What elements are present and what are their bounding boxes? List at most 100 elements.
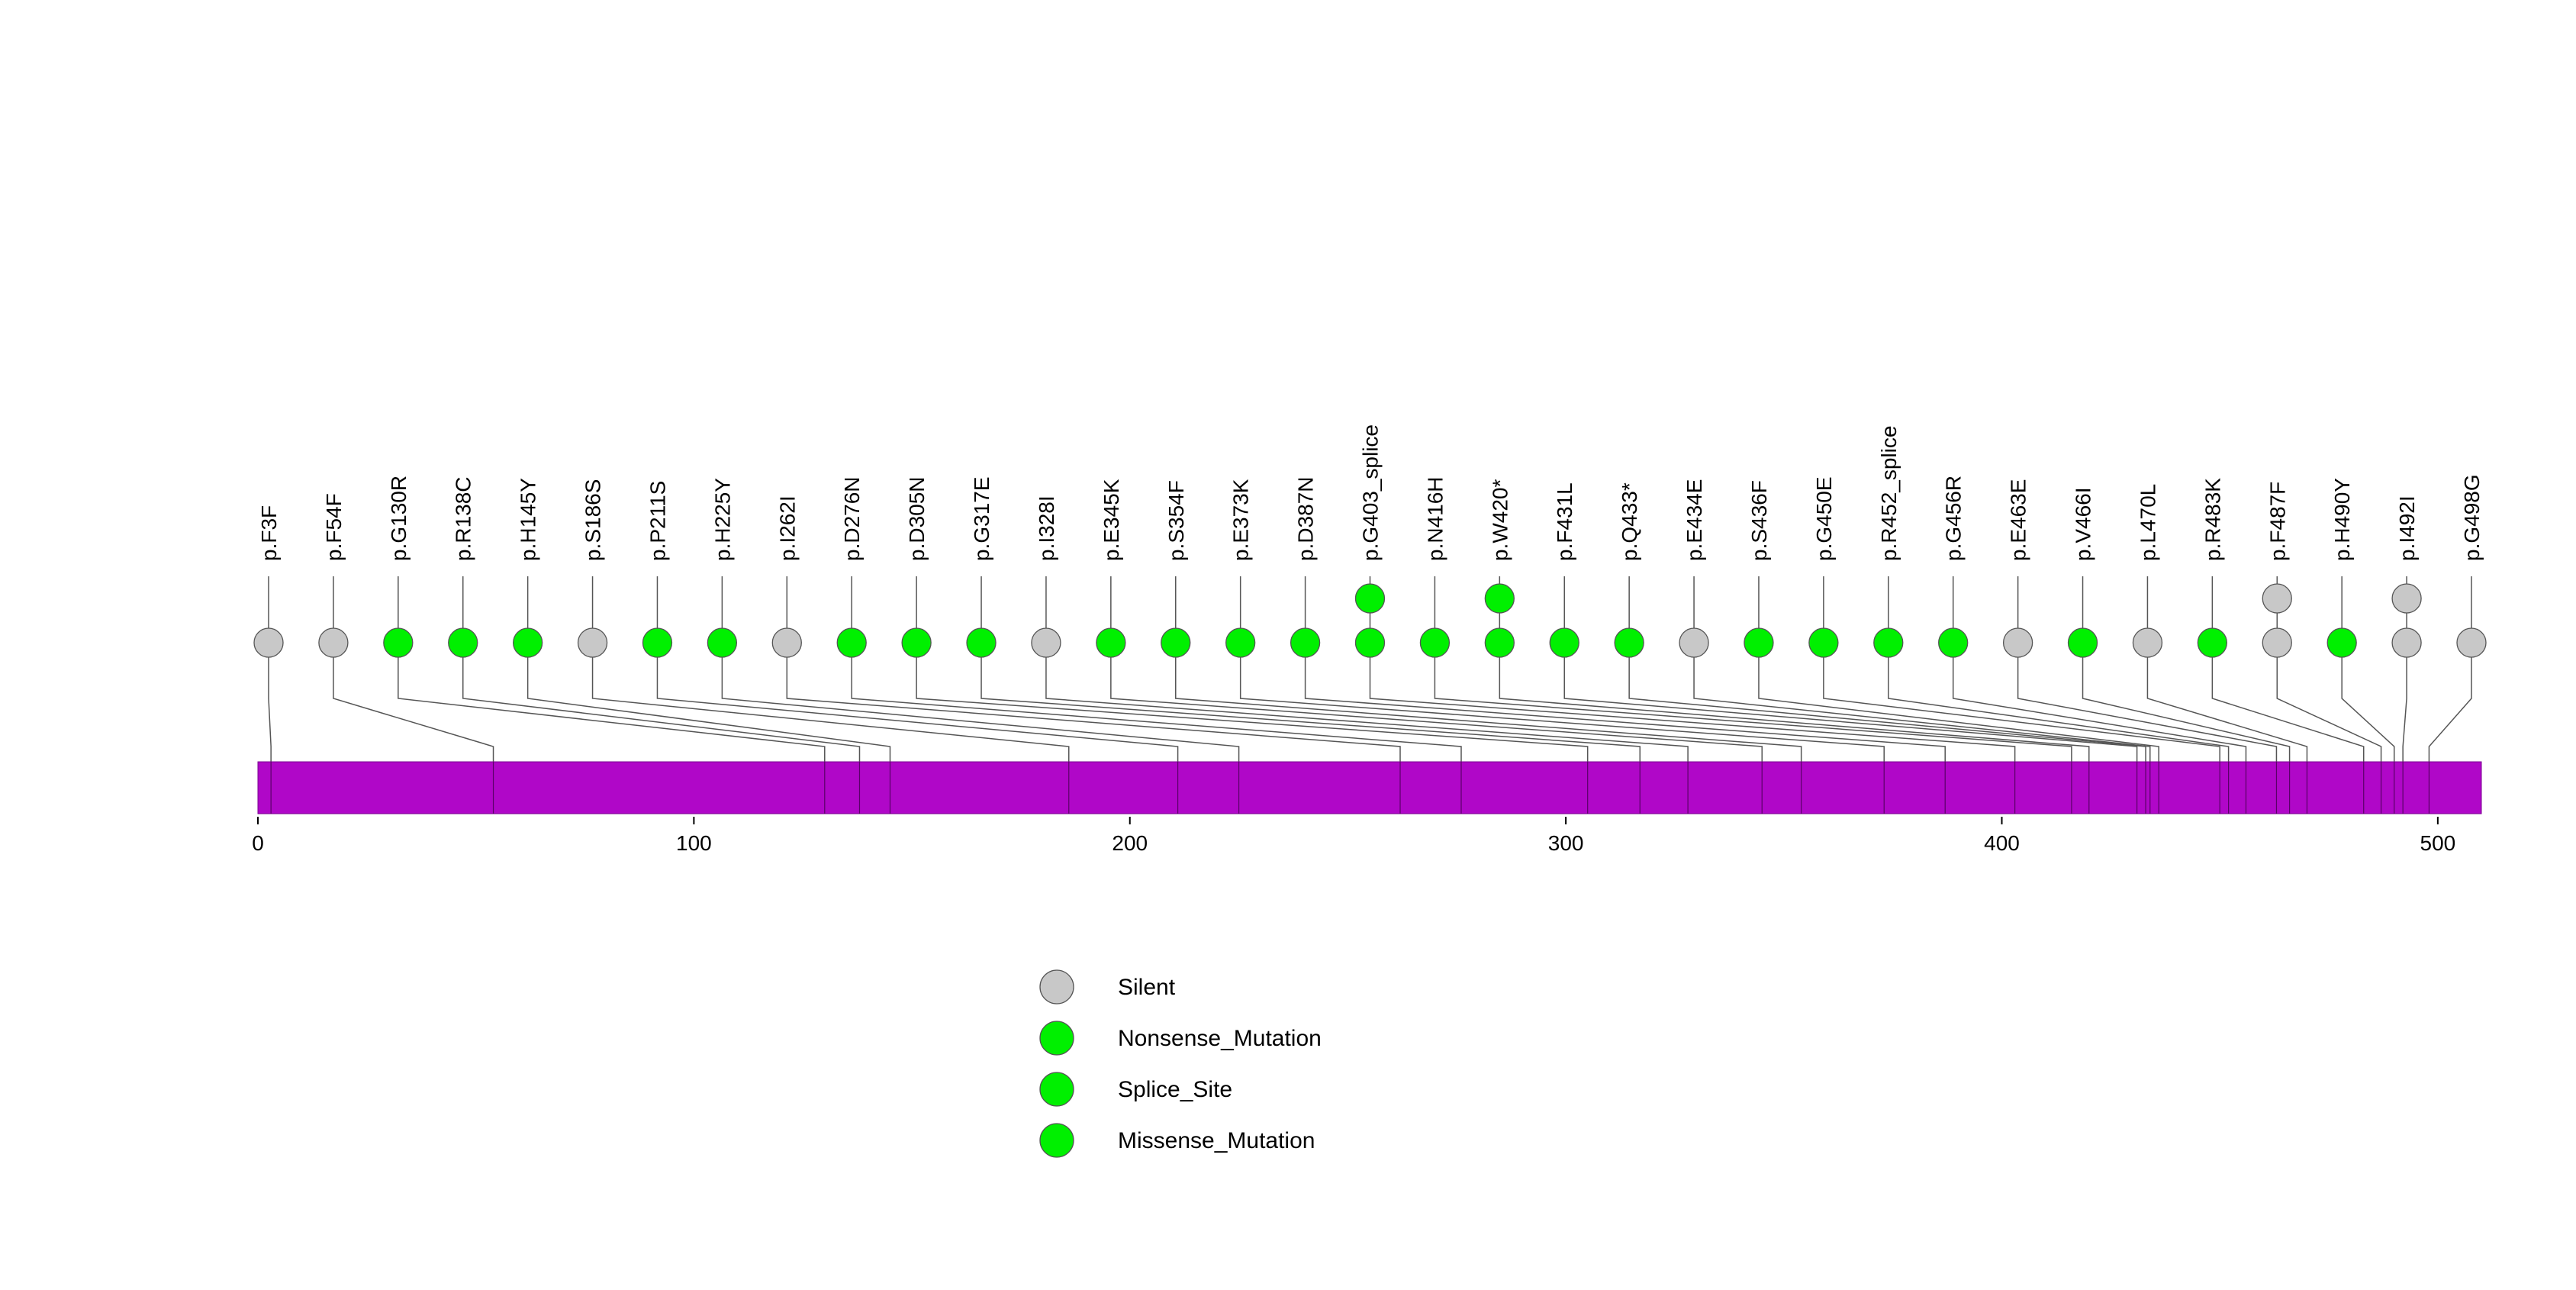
connector-line	[1823, 657, 2220, 762]
mutation-label: p.E434E	[1682, 479, 1706, 561]
connector-line	[462, 657, 861, 762]
mutation-label: p.G403_splice	[1359, 424, 1383, 561]
legend-label: Nonsense_Mutation	[1118, 1026, 1322, 1051]
mutation-label: p.S436F	[1747, 480, 1771, 561]
mutation-circle	[2132, 627, 2163, 658]
connector-line	[1175, 657, 1802, 762]
mutation-circle	[512, 627, 543, 658]
connector-line	[268, 657, 272, 762]
x-tick-label: 0	[252, 831, 264, 855]
mutation-circle	[2262, 583, 2292, 614]
connector-line	[1628, 657, 2146, 762]
mutation-label: p.H145Y	[517, 478, 540, 561]
mutation-label: p.D305N	[905, 476, 929, 561]
mutation-circle	[1419, 627, 1451, 658]
mutation-lollipops	[253, 583, 2487, 658]
connector-line	[2276, 657, 2382, 762]
mutation-circle	[1808, 627, 1839, 658]
connector-line	[591, 657, 1070, 762]
connector-lines	[268, 657, 2472, 762]
mutation-circle	[966, 627, 997, 658]
connector-line	[656, 657, 1179, 762]
x-tick-label: 500	[2420, 831, 2456, 855]
mutation-circle	[1744, 627, 1774, 658]
protein-domain-bar	[257, 761, 2482, 814]
x-tick-label: 400	[1984, 831, 2020, 855]
mutation-circle	[1225, 627, 1256, 658]
mutation-label: p.N416H	[1423, 476, 1447, 561]
mutation-label: p.I262I	[775, 495, 799, 561]
mutation-circle	[707, 627, 738, 658]
mutation-circle	[1096, 627, 1126, 658]
mutation-label: p.I328I	[1035, 495, 1058, 561]
mutation-label: p.D276N	[840, 476, 864, 561]
mutation-circle	[577, 627, 608, 658]
legend-label: Splice_Site	[1118, 1077, 1232, 1102]
mutation-label: p.E373K	[1229, 479, 1253, 561]
connector-line	[1499, 657, 2090, 762]
mutation-label: p.H225Y	[710, 478, 734, 561]
mutation-circle	[1614, 627, 1644, 658]
mutation-label: p.G450E	[1812, 476, 1836, 561]
mutation-circle	[1484, 583, 1515, 614]
legend-label: Missense_Mutation	[1118, 1128, 1315, 1153]
mutation-circle	[383, 627, 414, 658]
mutation-circle	[642, 627, 673, 658]
connector-line	[1952, 657, 2247, 762]
mutation-circle	[1938, 627, 1969, 658]
x-tick-label: 200	[1112, 831, 1148, 855]
mutation-circle	[1873, 627, 1904, 658]
mutation-label: p.F3F	[257, 505, 281, 561]
connector-line	[2211, 657, 2365, 762]
connector-line	[2017, 657, 2278, 762]
mutation-circle	[2262, 627, 2292, 658]
connector-line	[2341, 657, 2395, 762]
legend-swatch	[1039, 969, 1074, 1005]
mutation-circle	[901, 627, 932, 658]
connector-line	[721, 657, 1240, 762]
mutation-label: p.V466I	[2072, 487, 2095, 561]
legend: Silent Nonsense_Mutation Splice_Site Missen…	[1039, 969, 1322, 1158]
mutation-label: p.L470L	[2136, 484, 2159, 561]
mutation-circle	[1679, 627, 1709, 658]
mutation-circle	[1354, 627, 1386, 658]
mutation-circle	[2197, 627, 2228, 658]
x-axis: 0 100 200 300 400 500	[252, 817, 2455, 855]
mutation-circle	[771, 627, 802, 658]
connector-line	[333, 657, 494, 762]
connector-line	[1563, 657, 2138, 762]
connector-line	[2146, 657, 2308, 762]
mutation-label: p.F487F	[2265, 482, 2289, 561]
connector-line	[1693, 657, 2151, 762]
legend-label: Silent	[1118, 975, 1176, 1000]
connector-line	[1110, 657, 1763, 762]
mutation-circle	[448, 627, 478, 658]
mutation-label: p.W420*	[1488, 479, 1512, 561]
legend-swatch	[1039, 1021, 1074, 1056]
connector-line	[2428, 657, 2472, 762]
mutation-circle	[253, 627, 284, 658]
mutation-circle	[2456, 627, 2487, 658]
mutation-circle	[836, 627, 867, 658]
mutation-label: p.G498G	[2460, 474, 2484, 561]
connector-line	[398, 657, 826, 762]
mutation-circle	[318, 627, 349, 658]
mutation-label: p.D387N	[1294, 476, 1318, 561]
connector-line	[2082, 657, 2291, 762]
connector-line	[916, 657, 1589, 762]
legend-swatch	[1039, 1123, 1074, 1158]
mutation-label: p.E345K	[1100, 479, 1123, 561]
mutation-label: p.Q433*	[1618, 482, 1641, 561]
mutation-circle	[1484, 627, 1515, 658]
mutation-circle	[1354, 583, 1386, 614]
mutation-labels: p.F3F p.F54F p.G130R p.R138C p.H145Y p.S186S p…	[257, 424, 2484, 628]
mutation-label: p.S186S	[581, 479, 605, 561]
mutation-circle	[1549, 627, 1579, 658]
connector-line	[2402, 657, 2407, 762]
connector-line	[1239, 657, 1885, 762]
connector-line	[1434, 657, 2072, 762]
bar-position-ticks	[270, 762, 2430, 814]
connector-line	[526, 657, 891, 762]
mutation-label: p.F431L	[1553, 482, 1576, 561]
